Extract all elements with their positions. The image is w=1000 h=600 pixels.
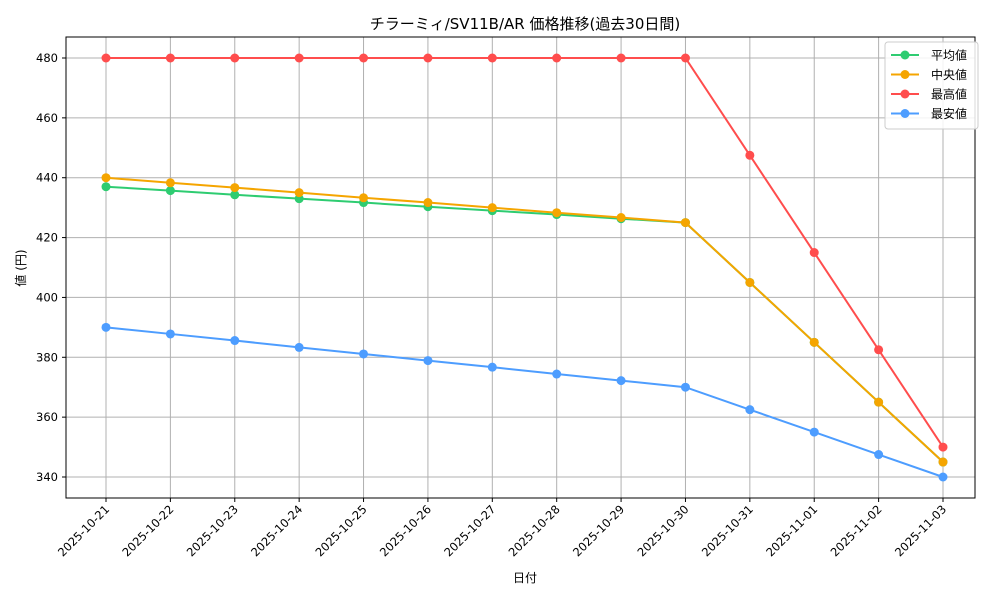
- x-axis-ticks: 2025-10-21 2025-10-22 2025-10-23 2025-10-24…: [55, 498, 949, 559]
- x-tick-label: 2025-10-24: [248, 502, 305, 559]
- x-tick-label: 2025-10-21: [55, 502, 112, 559]
- data-point-marker: [487, 362, 497, 372]
- y-tick-label: 400: [36, 290, 58, 304]
- y-axis-label: 値 (円): [13, 249, 28, 286]
- data-point-marker: [294, 342, 304, 352]
- data-point-marker: [165, 53, 175, 63]
- data-point-marker: [294, 188, 304, 198]
- legend-label: 平均値: [931, 48, 967, 63]
- data-point-marker: [552, 208, 562, 218]
- data-point-marker: [616, 213, 626, 223]
- x-tick-label: 2025-10-26: [377, 502, 434, 559]
- data-point-marker: [423, 198, 433, 208]
- series-1: [101, 173, 948, 467]
- data-point-marker: [874, 450, 884, 460]
- grid-lines: [66, 37, 975, 498]
- data-point-marker: [552, 369, 562, 379]
- y-tick-label: 380: [36, 350, 58, 364]
- legend-box: [884, 41, 979, 130]
- data-point-marker: [359, 193, 369, 203]
- series-lines: [101, 53, 948, 482]
- series-line: [105, 176, 944, 463]
- series-line: [105, 185, 944, 463]
- series-0: [101, 182, 948, 467]
- data-point-marker: [680, 382, 690, 392]
- data-point-marker: [101, 322, 111, 332]
- y-tick-label: 440: [36, 171, 58, 185]
- data-point-marker: [874, 345, 884, 355]
- data-point-marker: [616, 53, 626, 63]
- x-axis-label: 日付: [513, 571, 537, 585]
- data-point-marker: [809, 427, 819, 437]
- data-point-marker: [423, 53, 433, 63]
- x-tick-label: 2025-11-02: [828, 502, 885, 559]
- y-tick-label: 340: [36, 470, 58, 484]
- data-point-marker: [359, 349, 369, 359]
- data-point-marker: [938, 472, 948, 482]
- x-tick-label: 2025-11-03: [892, 502, 949, 559]
- x-tick-label: 2025-10-28: [506, 502, 563, 559]
- data-point-marker: [101, 173, 111, 183]
- data-point-marker: [616, 376, 626, 386]
- data-point-marker: [552, 53, 562, 63]
- legend-marker-icon: [900, 50, 910, 60]
- legend-marker-icon: [900, 89, 910, 99]
- x-tick-label: 2025-10-29: [570, 502, 627, 559]
- data-point-marker: [745, 277, 755, 287]
- legend-label: 最安値: [931, 106, 967, 121]
- chart-title: チラーミィ/SV11B/AR 価格推移(過去30日間): [370, 15, 681, 33]
- data-point-marker: [745, 405, 755, 415]
- data-point-marker: [487, 53, 497, 63]
- legend-label: 最高値: [931, 87, 967, 102]
- series-line: [105, 326, 944, 478]
- x-tick-label: 2025-10-23: [184, 502, 241, 559]
- data-point-marker: [680, 218, 690, 228]
- series-line: [106, 57, 944, 448]
- data-point-marker: [487, 203, 497, 213]
- data-point-marker: [809, 248, 819, 258]
- series-3: [101, 322, 948, 482]
- data-point-marker: [938, 457, 948, 467]
- data-point-marker: [359, 53, 369, 63]
- data-point-marker: [165, 329, 175, 339]
- x-tick-label: 2025-10-27: [441, 502, 498, 559]
- data-point-marker: [809, 337, 819, 347]
- data-point-marker: [165, 178, 175, 188]
- y-tick-label: 420: [36, 231, 58, 245]
- data-point-marker: [294, 53, 304, 63]
- data-point-marker: [101, 182, 111, 192]
- data-point-marker: [938, 442, 948, 452]
- y-tick-label: 360: [36, 410, 58, 424]
- y-axis-ticks: 340 360 380 400 420 440 460 480: [36, 51, 66, 484]
- data-point-marker: [101, 53, 111, 63]
- x-tick-label: 2025-10-31: [699, 502, 756, 559]
- data-point-marker: [165, 186, 175, 196]
- x-tick-label: 2025-10-30: [634, 502, 691, 559]
- data-point-marker: [230, 336, 240, 346]
- data-point-marker: [230, 190, 240, 200]
- legend-marker-icon: [900, 109, 910, 118]
- data-point-marker: [230, 53, 240, 63]
- x-tick-label: 2025-11-01: [763, 502, 820, 559]
- series-2: [101, 53, 948, 452]
- plot-area-frame: [65, 36, 976, 499]
- data-point-marker: [745, 150, 755, 160]
- y-tick-label: 480: [36, 51, 58, 65]
- data-point-marker: [680, 53, 690, 63]
- x-tick-label: 2025-10-25: [312, 502, 369, 559]
- legend-marker-icon: [900, 70, 910, 79]
- data-point-marker: [874, 397, 884, 407]
- data-point-marker: [230, 183, 240, 193]
- legend-label: 中央値: [931, 67, 967, 82]
- data-point-marker: [423, 356, 433, 366]
- y-tick-label: 460: [36, 111, 58, 125]
- x-tick-label: 2025-10-22: [119, 502, 176, 559]
